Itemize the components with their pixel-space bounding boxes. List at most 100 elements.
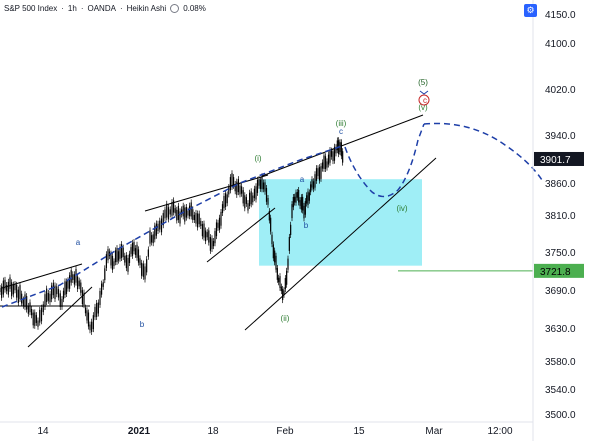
candle-body bbox=[264, 182, 266, 192]
candle-body bbox=[39, 309, 41, 323]
candle-body bbox=[96, 302, 98, 317]
candle-body bbox=[206, 232, 208, 238]
candle-body bbox=[49, 293, 51, 303]
candle-body bbox=[83, 292, 85, 306]
candle-body bbox=[17, 289, 19, 304]
candle-body bbox=[317, 168, 319, 177]
wave-label: c bbox=[423, 96, 427, 105]
candle-body bbox=[78, 280, 80, 287]
candle-body bbox=[255, 186, 257, 200]
candle-body bbox=[252, 195, 254, 203]
wave-marker-circle bbox=[418, 94, 430, 106]
candle-body bbox=[221, 204, 224, 213]
candle-body bbox=[200, 220, 202, 227]
wave-label: a bbox=[76, 238, 81, 247]
candle-body bbox=[303, 205, 305, 219]
trendline[interactable] bbox=[27, 286, 93, 348]
candle-body bbox=[217, 222, 219, 228]
candle-body bbox=[327, 154, 330, 165]
candle-body bbox=[244, 195, 246, 209]
interval[interactable]: 1h bbox=[67, 4, 77, 13]
candle-body bbox=[80, 282, 82, 293]
candle-body bbox=[119, 246, 121, 259]
candle-body bbox=[64, 281, 66, 295]
candle-body bbox=[152, 234, 154, 244]
price-label-box bbox=[534, 263, 584, 278]
candle-body bbox=[234, 183, 236, 192]
projection-curve bbox=[423, 122, 543, 181]
projection-line bbox=[1, 145, 343, 308]
y-tick-label: 3940.0 bbox=[545, 131, 576, 142]
x-tick-label: Mar bbox=[425, 426, 443, 437]
trendline[interactable] bbox=[261, 114, 424, 177]
candle-body bbox=[329, 150, 331, 163]
candle-body bbox=[287, 258, 289, 270]
y-tick-label: 3810.0 bbox=[545, 211, 576, 222]
candle-body bbox=[274, 250, 276, 263]
wave-label: a bbox=[300, 175, 305, 184]
candle-body bbox=[14, 284, 16, 291]
status-circle-icon bbox=[170, 4, 180, 13]
candle-body bbox=[333, 146, 336, 161]
candle-body bbox=[35, 315, 37, 323]
candle-body bbox=[110, 253, 112, 266]
candle-body bbox=[47, 292, 49, 301]
trendline[interactable] bbox=[144, 174, 269, 212]
candle-body bbox=[65, 281, 68, 294]
candle-body bbox=[249, 192, 251, 207]
candle-body bbox=[12, 284, 14, 295]
settings-icon[interactable]: ⚙ bbox=[524, 4, 537, 17]
candle-body bbox=[166, 203, 168, 218]
candle-body bbox=[193, 214, 195, 221]
chevron-down-icon bbox=[419, 90, 429, 95]
trendline[interactable] bbox=[244, 157, 437, 331]
candle-body bbox=[223, 195, 225, 209]
candle-body bbox=[304, 201, 306, 215]
y-tick-label: 4150.0 bbox=[545, 10, 576, 21]
y-tick-label: 3690.0 bbox=[545, 286, 576, 297]
candle-body bbox=[299, 200, 301, 206]
candle-body bbox=[258, 178, 260, 186]
candle-body bbox=[116, 248, 118, 263]
change-percent: 0.08% bbox=[183, 4, 206, 13]
candle-body bbox=[164, 209, 166, 219]
candle-body bbox=[283, 290, 285, 295]
candle-body bbox=[59, 293, 61, 307]
candle-body bbox=[275, 255, 277, 270]
candle-body bbox=[179, 211, 181, 224]
candle-body bbox=[107, 249, 109, 261]
candle-body bbox=[87, 312, 90, 327]
candle-body bbox=[61, 299, 63, 307]
symbol-name[interactable]: S&P 500 Index bbox=[4, 4, 58, 13]
candle-body bbox=[34, 312, 36, 326]
candle-body bbox=[11, 282, 13, 297]
trendline[interactable] bbox=[206, 207, 276, 263]
candle-body bbox=[226, 194, 228, 204]
candle-body bbox=[306, 195, 308, 204]
candle-body bbox=[27, 305, 29, 314]
candle-body bbox=[84, 307, 87, 314]
candle-body bbox=[295, 192, 297, 203]
candle-body bbox=[198, 213, 200, 225]
candle-body bbox=[291, 204, 293, 219]
candle-body bbox=[4, 279, 6, 290]
wave-label: (5) bbox=[418, 78, 428, 87]
candle-body bbox=[192, 209, 194, 220]
candle-body bbox=[294, 196, 296, 203]
candle-body bbox=[318, 167, 321, 181]
candle-body bbox=[321, 162, 324, 169]
candle-body bbox=[117, 251, 120, 261]
candle-body bbox=[276, 268, 278, 280]
candle-body bbox=[211, 238, 213, 249]
candle-body bbox=[340, 142, 342, 157]
candle-body bbox=[154, 225, 156, 240]
chart-style[interactable]: Heikin Ashi bbox=[126, 4, 167, 13]
candle-body bbox=[42, 304, 44, 313]
candle-body bbox=[0, 288, 1, 292]
candle-body bbox=[22, 299, 24, 306]
y-tick-label: 3540.0 bbox=[545, 385, 576, 396]
candle-body bbox=[242, 190, 244, 204]
candle-body bbox=[233, 177, 235, 186]
target-zone[interactable] bbox=[259, 179, 422, 266]
